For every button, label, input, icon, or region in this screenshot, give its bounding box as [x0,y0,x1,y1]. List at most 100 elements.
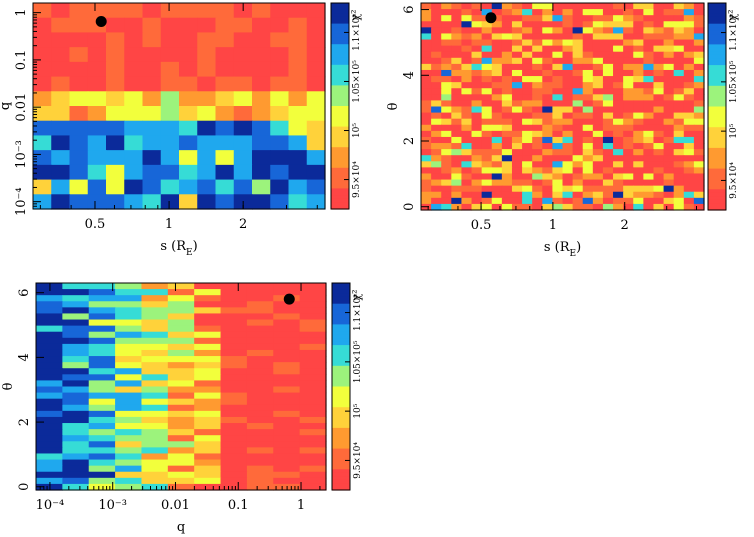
heatmap-cell [683,3,695,10]
heatmap-cell [106,47,125,63]
colorbar-band [708,172,726,177]
colorbar-band [331,157,349,162]
heatmap-cell [421,136,432,144]
y-tick-label: 6 [17,289,32,297]
heatmap-cell [461,185,473,193]
heatmap-cell [69,179,89,195]
heatmap-cell [613,33,624,41]
heatmap-cell [451,76,463,83]
colorbar-band [331,102,349,107]
heatmap-cell [441,82,452,89]
colorbar-band [332,296,350,301]
heatmap-cell [142,47,162,63]
heatmap-cell [683,9,695,16]
y-tick-label: 10⁻⁴ [14,187,29,216]
heatmap-cell [592,63,604,71]
heatmap-cell [441,179,452,187]
heatmap-cell [532,33,543,41]
heatmap-cell [693,39,705,47]
heatmap-cell [233,32,253,48]
heatmap-cell [220,362,248,369]
heatmap-cell [501,88,513,95]
heatmap-cell [421,167,432,175]
x-axis-label: s (RE) [544,240,581,259]
heatmap-cell [582,3,594,10]
heatmap-cell [299,283,327,290]
heatmap-cell [683,143,695,150]
heatmap-cell [197,164,217,181]
heatmap-cell [481,27,493,35]
heatmap-cell [633,27,644,35]
heatmap-cell [562,9,574,16]
colorbar-band [708,175,726,180]
heatmap-cell [421,63,432,71]
heatmap-cell [653,15,665,22]
heatmap-cell [62,483,90,491]
heatmap-cell [532,69,543,77]
x-tick-label: 1 [549,218,557,233]
colorbar-band [332,445,350,450]
heatmap-cell [441,118,452,126]
heatmap-cell [106,3,125,19]
heatmap-cell [62,416,90,424]
heatmap-cell [572,118,584,126]
colorbar-band [331,171,349,176]
heatmap-cell [653,27,665,35]
colorbar-band [332,376,350,381]
heatmap-cell [115,283,143,290]
heatmap-cell [643,33,655,41]
heatmap-cell [491,3,503,10]
heatmap-cell [613,143,624,150]
heatmap-cell [552,173,564,181]
heatmap-cell [141,429,169,436]
heatmap-cell [683,179,695,187]
colorbar-band [708,37,726,42]
heatmap-cell [552,149,564,156]
heatmap-cell [501,51,513,59]
heatmap-cell [431,106,442,114]
heatmap-cell [532,136,543,144]
colorbar-band [708,96,726,101]
heatmap-cell [273,386,301,394]
heatmap-cell [683,45,695,53]
heatmap-cell [36,453,63,461]
heatmap-cell [441,76,452,83]
heatmap-cell [215,164,235,181]
heatmap-cell [167,325,195,333]
heatmap-cell [552,51,564,59]
heatmap-cell [592,76,604,83]
heatmap-cell [246,349,274,357]
heatmap-cell [194,374,222,382]
heatmap-cell [532,76,543,83]
heatmap-cell [115,453,143,461]
heatmap-cell [194,325,222,333]
heatmap-cell [431,63,442,71]
heatmap-cell [542,167,553,175]
heatmap-cell [451,94,463,102]
heatmap-cell [36,380,63,388]
heatmap-cell [471,45,483,53]
heatmap-cell [602,118,614,126]
heatmap-cell [683,94,695,102]
colorbar-band [332,341,350,346]
heatmap-cell [653,124,665,132]
heatmap-cell [501,27,513,35]
heatmap-cell [431,155,442,162]
heatmap-cell [194,441,222,448]
heatmap-cell [299,392,327,400]
heatmap-cell [270,135,290,151]
heatmap-cell [270,120,290,137]
heatmap-cell [246,416,274,424]
heatmap-cell [663,155,675,162]
heatmap-cell [194,410,222,418]
heatmap-cell [299,307,327,315]
heatmap-cell [532,82,543,89]
colorbar-band [331,123,349,128]
heatmap-cell [592,88,604,95]
heatmap-cell [552,136,564,144]
heatmap-cell [693,69,705,77]
heatmap-cell [602,94,614,102]
heatmap-cell [572,3,584,10]
heatmap-cell [562,191,574,199]
heatmap-cell [197,179,217,195]
